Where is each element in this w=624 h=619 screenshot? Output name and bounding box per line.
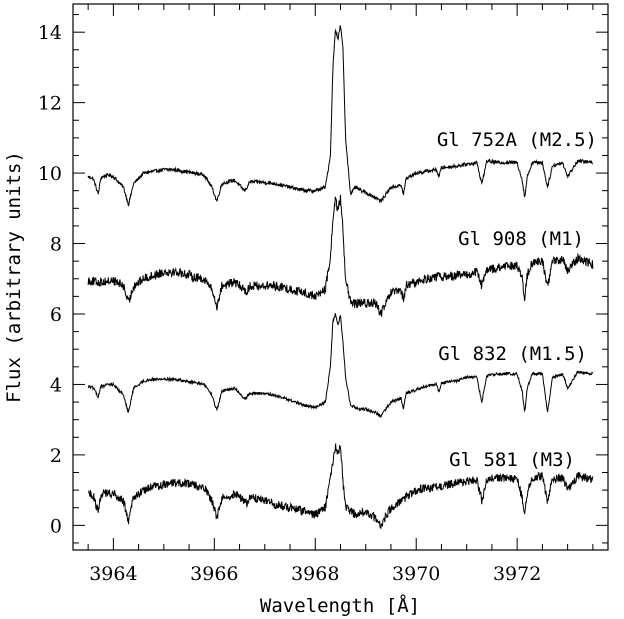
y-tick-label: 14 <box>38 22 62 44</box>
x-axis-ticks: 3964 3966 3968 3970 3972 <box>87 4 594 585</box>
series-lines <box>87 24 594 529</box>
series-labels: Gl 752A (M2.5) Gl 908 (M1) Gl 832 (M1.5)… <box>437 129 597 471</box>
x-tick-label: 3968 <box>291 563 339 585</box>
series-label-gl832: Gl 832 (M1.5) <box>438 343 587 365</box>
y-tick-label: 4 <box>50 374 62 396</box>
y-tick-label: 12 <box>38 93 62 115</box>
y-tick-label: 8 <box>50 234 62 256</box>
x-axis-title: Wavelength [Å] <box>260 594 420 617</box>
series-line-3 <box>87 313 594 418</box>
x-tick-label: 3966 <box>190 563 238 585</box>
x-tick-label: 3964 <box>89 563 137 585</box>
series-label-gl581: Gl 581 (M3) <box>449 449 575 471</box>
series-label-gl908: Gl 908 (M1) <box>458 228 584 250</box>
x-tick-label: 3972 <box>493 563 541 585</box>
series-label-gl752a: Gl 752A (M2.5) <box>437 129 597 151</box>
series-line-1 <box>87 24 593 207</box>
series-line-4 <box>88 443 594 529</box>
y-axis-title: Flux (arbitrary units) <box>3 151 25 403</box>
y-tick-label: 0 <box>50 515 62 537</box>
x-tick-label: 3970 <box>392 563 440 585</box>
y-tick-label: 6 <box>50 304 62 326</box>
series-line-2 <box>87 194 594 318</box>
y-axis-ticks: 0 2 4 6 8 10 12 14 <box>38 14 608 544</box>
y-tick-label: 2 <box>50 445 62 467</box>
y-tick-label: 10 <box>38 163 62 185</box>
